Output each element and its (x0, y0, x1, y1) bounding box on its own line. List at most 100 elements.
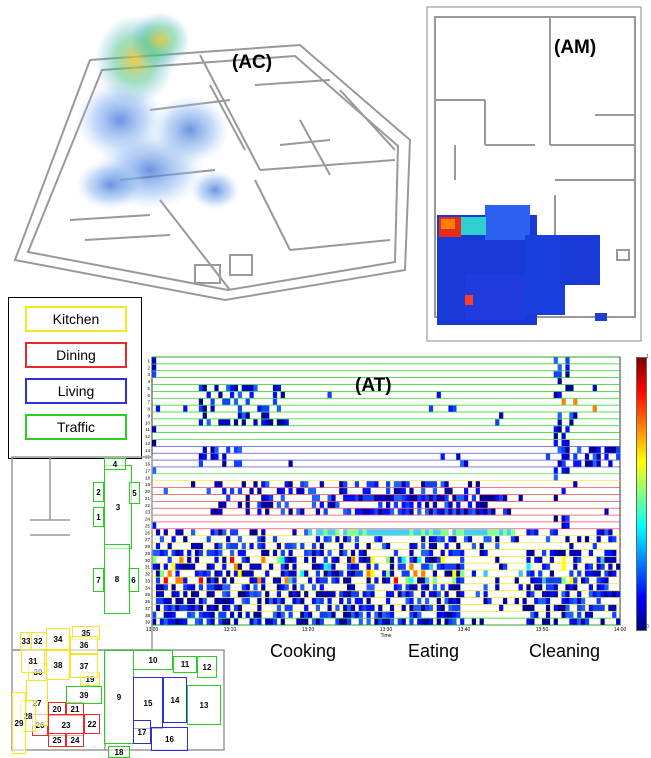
room-11: 11 (173, 656, 197, 673)
heatmap-cell (444, 529, 449, 536)
heatmap-cell (237, 412, 242, 419)
heatmap-cell (214, 446, 219, 453)
y-tick-label: 4 (147, 379, 150, 384)
heatmap-cell (222, 453, 227, 460)
heatmap-cell (319, 584, 324, 591)
heatmap-cell (545, 536, 551, 543)
heatmap-cell (417, 529, 422, 536)
y-tick-label: 36 (145, 599, 151, 604)
heatmap-cell (557, 549, 562, 556)
heatmap-cell (604, 556, 609, 563)
heatmap-cell (198, 549, 203, 556)
heatmap-cell (152, 563, 157, 570)
heatmap-cell (561, 522, 566, 529)
heatmap-cell (331, 529, 336, 536)
heatmap-cell (386, 611, 391, 618)
heatmap-cell (292, 570, 297, 577)
heatmap-cell (280, 549, 285, 556)
x-tick-label: 13:50 (536, 627, 549, 633)
heatmap-cell (577, 591, 582, 598)
heatmap-cell (198, 577, 203, 584)
heatmap-cell (343, 481, 348, 488)
heatmap-cell (261, 536, 266, 543)
heatmap-cell (284, 577, 289, 584)
heatmap-cell (577, 536, 582, 543)
heatmap-cell (152, 611, 157, 618)
heatmap-cell (272, 618, 278, 625)
heatmap-cell (183, 577, 188, 584)
heatmap-cell (487, 536, 492, 543)
heatmap-cell (327, 570, 332, 577)
heatmap-cell (464, 536, 469, 543)
heatmap-cell (557, 412, 562, 419)
heatmap-cell (343, 508, 348, 515)
heatmap-cell (206, 549, 211, 556)
heatmap-cell (323, 536, 328, 543)
heatmap-cell (261, 584, 266, 591)
heatmap-cell (444, 494, 449, 502)
heatmap-cell (409, 591, 414, 598)
heatmap-cell (218, 549, 223, 556)
heatmap-cell (288, 488, 293, 495)
heatmap-cell (191, 598, 196, 605)
heatmap-cell (370, 508, 375, 515)
heatmap-cell (319, 529, 324, 536)
heatmap-cell (370, 584, 375, 591)
heatmap-cell (444, 591, 449, 598)
heatmap-cell (467, 501, 473, 508)
heatmap-cell (565, 357, 570, 364)
heatmap-cell (284, 543, 289, 550)
heatmap-cell (417, 611, 422, 618)
heatmap-cell (538, 577, 543, 584)
heatmap-cell (198, 460, 203, 467)
heatmap-cell (432, 584, 437, 591)
heatmap-cell (506, 529, 512, 536)
heatmap-cell (343, 488, 348, 495)
heatmap-cell (534, 584, 539, 591)
heatmap-cell (538, 584, 543, 591)
heatmap-cell (288, 611, 293, 618)
heatmap-cell (608, 591, 613, 598)
heatmap-cell (393, 577, 398, 584)
heatmap-cell (557, 371, 562, 378)
heatmap-cell (347, 556, 352, 563)
heatmap-cell (253, 618, 258, 625)
heatmap-cell (573, 453, 578, 460)
heatmap-cell (475, 529, 480, 536)
heatmap-cell (261, 419, 266, 426)
heatmap-cell (378, 611, 383, 618)
heatmap-cell (452, 563, 457, 570)
heatmap-cell (335, 618, 340, 625)
heatmap-cell (335, 577, 340, 584)
heatmap-cell (311, 598, 317, 605)
heatmap-cell (608, 460, 613, 467)
heatmap-cell (272, 536, 278, 543)
heatmap-cell (241, 556, 246, 563)
heatmap-cell (288, 508, 293, 515)
heatmap-cell (417, 618, 422, 625)
heatmap-cell (276, 501, 281, 508)
heatmap-cell (218, 584, 223, 591)
heatmap-cell (362, 591, 367, 598)
heatmap-cell (421, 570, 426, 577)
heatmap-cell (253, 529, 258, 536)
heatmap-cell (241, 412, 246, 419)
heatmap-cell (432, 529, 437, 536)
heatmap-cell (452, 405, 457, 412)
heatmap-cell (257, 508, 262, 515)
heatmap-cell (167, 556, 172, 563)
heatmap-cell (456, 543, 461, 550)
heatmap-cell (152, 439, 157, 447)
heatmap-cell (522, 604, 527, 611)
heatmap-cell (261, 529, 266, 536)
heatmap-cell (378, 536, 383, 543)
heatmap-cell (265, 501, 270, 508)
heatmap-cell (280, 419, 285, 426)
heatmap-cell (577, 556, 582, 563)
heatmap-cell (479, 529, 484, 536)
heatmap-cell (187, 604, 192, 611)
heatmap-cell (265, 508, 270, 515)
heatmap-cell (456, 494, 461, 502)
heatmap-cell (366, 556, 371, 563)
heatmap-cell (417, 556, 422, 563)
